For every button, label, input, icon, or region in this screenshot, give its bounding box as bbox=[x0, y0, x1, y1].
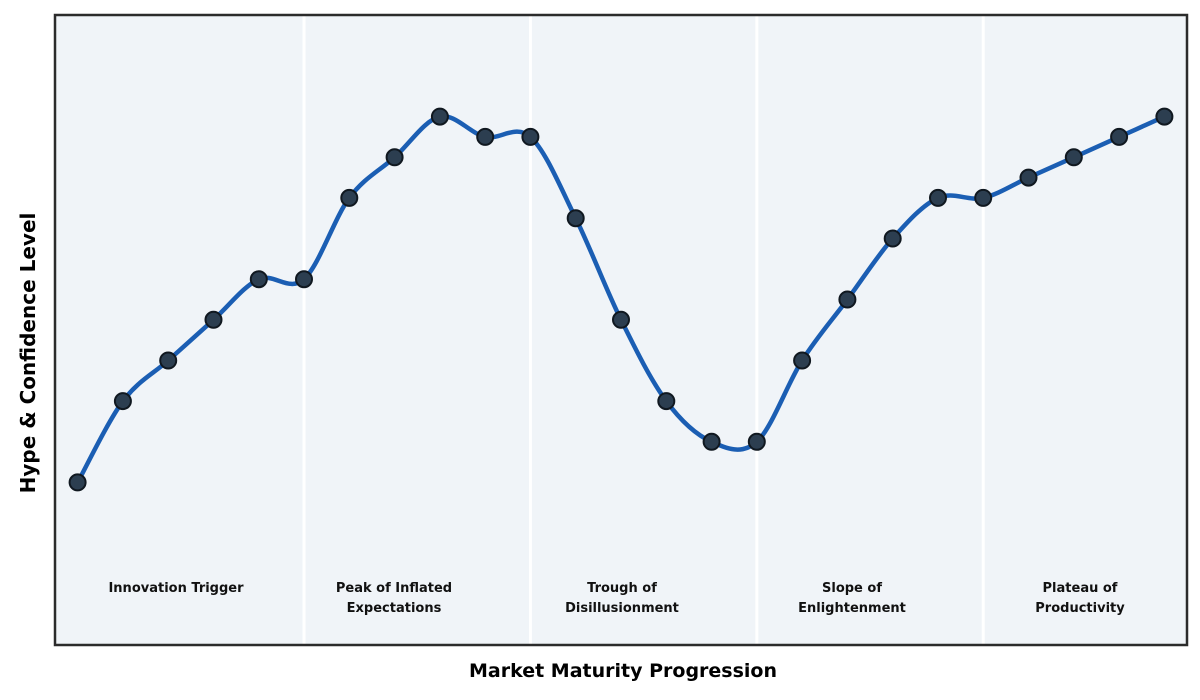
data-point bbox=[1019, 168, 1038, 187]
phase-label-plateau-of-productivity: Plateau of Productivity bbox=[1035, 581, 1125, 616]
data-point bbox=[793, 351, 812, 370]
data-point bbox=[385, 148, 404, 167]
data-point bbox=[204, 310, 223, 329]
data-point bbox=[883, 229, 902, 248]
data-point bbox=[295, 270, 313, 289]
data-point bbox=[249, 270, 268, 289]
x-axis-label: Market Maturity Progression bbox=[468, 660, 778, 682]
data-point bbox=[68, 473, 87, 492]
data-point bbox=[159, 351, 178, 370]
phase-label-slope-of-enlightenment: Slope of Enlightenment bbox=[798, 581, 906, 616]
phase-label-peak-of-inflated-expectations: Peak of Inflated Expectations bbox=[335, 581, 453, 616]
data-point bbox=[612, 310, 630, 329]
phase-label-innovation-trigger: Innovation Trigger bbox=[108, 581, 244, 596]
data-point bbox=[476, 127, 495, 146]
data-point bbox=[113, 392, 132, 411]
data-point bbox=[1064, 148, 1083, 167]
plot-background bbox=[55, 15, 1187, 645]
data-point bbox=[747, 432, 766, 451]
data-point bbox=[1155, 107, 1174, 126]
data-point bbox=[1110, 127, 1129, 146]
data-point bbox=[974, 188, 993, 207]
data-point bbox=[430, 107, 449, 126]
data-point bbox=[521, 127, 540, 146]
data-point bbox=[929, 188, 947, 207]
data-point bbox=[340, 188, 359, 207]
phase-label-trough-of-disillusionment: Trough of Disillusionment bbox=[565, 581, 679, 616]
data-point bbox=[838, 290, 857, 309]
plot-border bbox=[53, 13, 1189, 647]
data-point bbox=[702, 432, 721, 451]
data-point bbox=[566, 209, 585, 228]
y-axis-label: Hype & Confidence Level bbox=[16, 212, 40, 494]
data-point bbox=[657, 392, 676, 411]
